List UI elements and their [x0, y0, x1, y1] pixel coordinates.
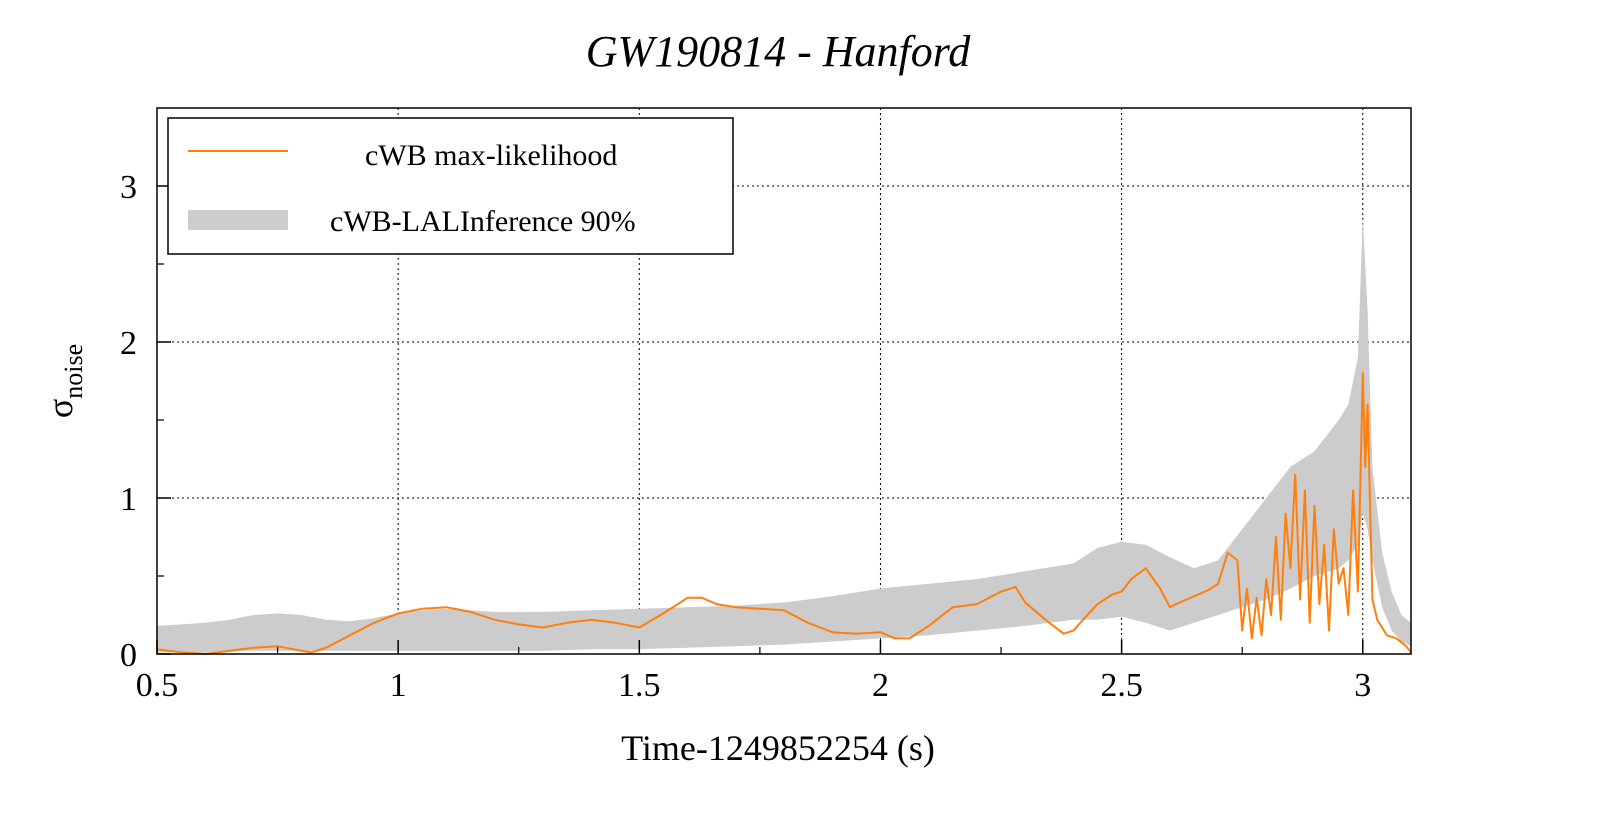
y-tick-label: 0	[120, 637, 137, 674]
y-axis-label-sub: noise	[59, 344, 88, 399]
tick-labels: 0.5 1 1.5 2 2.5 3 0 1 2 3	[120, 169, 1371, 704]
x-tick-label: 0.5	[136, 667, 179, 704]
legend-entry-line: cWB max-likelihood	[365, 139, 617, 172]
x-axis-label: Time-1249852254 (s)	[621, 728, 935, 768]
band-layer	[157, 217, 1411, 653]
line-layer	[156, 372, 1412, 655]
y-tick-label: 3	[120, 169, 137, 206]
legend-entry-band: cWB-LALInference 90%	[330, 205, 636, 238]
x-tick-label: 2	[872, 667, 889, 704]
legend-swatch-band	[188, 210, 288, 230]
legend: cWB max-likelihood cWB-LALInference 90%	[167, 117, 734, 255]
band-series	[157, 217, 1411, 653]
x-tick-label: 3	[1354, 667, 1371, 704]
x-tick-label: 1.5	[618, 667, 661, 704]
ticks	[156, 185, 1364, 655]
x-tick-label: 2.5	[1100, 667, 1143, 704]
line-series	[156, 372, 1412, 655]
y-axis-label-main: σ	[40, 399, 80, 418]
x-tick-label: 1	[390, 667, 407, 704]
y-axis-label: σnoise	[40, 344, 88, 418]
plot-frame	[156, 107, 1412, 655]
y-tick-label: 2	[120, 325, 137, 362]
chart-title: GW190814 - Hanford	[586, 27, 972, 76]
y-tick-label: 1	[120, 481, 137, 518]
legend-box	[167, 117, 734, 255]
